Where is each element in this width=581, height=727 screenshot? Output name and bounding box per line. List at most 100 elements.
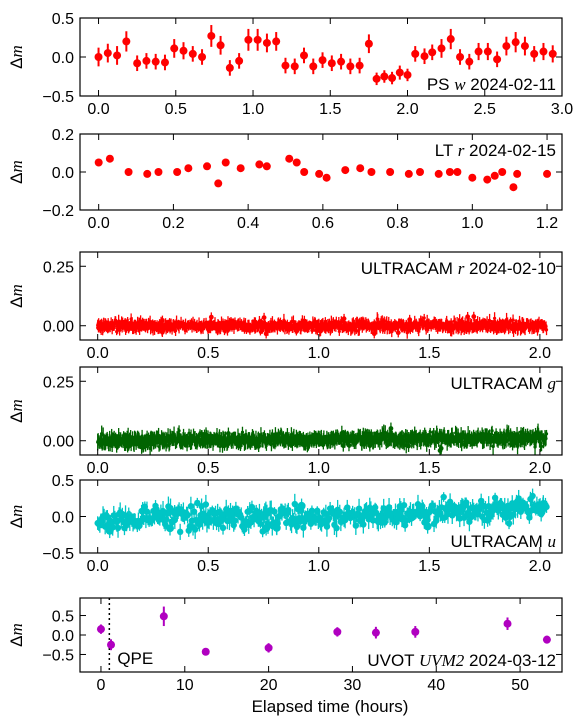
data-point — [416, 168, 425, 176]
y-axis-label: Δm — [7, 160, 26, 184]
dense-data-series — [96, 311, 549, 339]
data-point — [498, 168, 507, 176]
marker — [483, 175, 492, 184]
marker — [207, 31, 216, 40]
data-point — [471, 311, 477, 322]
data-point — [465, 53, 474, 70]
panels: 0.0 0.5 1.0 1.5 2.0 2.5 3.0 −0.5 0.0 0.5 Δm PS w 20… — [7, 11, 573, 694]
marker — [159, 329, 165, 335]
marker — [103, 49, 112, 58]
x-tick-label: 0.5 — [165, 101, 187, 118]
data-point — [277, 322, 283, 332]
marker — [520, 42, 529, 51]
marker — [285, 154, 294, 163]
data-point — [225, 60, 234, 76]
data-point — [154, 168, 163, 176]
data-point — [367, 168, 376, 176]
marker — [355, 61, 364, 70]
marker — [277, 324, 283, 330]
data-point — [548, 45, 557, 63]
marker — [225, 63, 234, 72]
y-tick-label: 0.00 — [43, 319, 74, 336]
data-point — [434, 169, 443, 178]
marker — [465, 314, 471, 320]
marker — [463, 328, 467, 332]
marker — [278, 440, 283, 444]
marker — [445, 168, 454, 176]
data-point — [122, 31, 131, 52]
marker — [380, 72, 389, 81]
data-point — [446, 28, 455, 50]
data-point — [184, 164, 193, 173]
marker — [502, 42, 511, 51]
dense-data-series — [96, 422, 549, 455]
marker — [188, 49, 197, 58]
data-point — [173, 168, 182, 176]
data-point — [133, 55, 142, 72]
marker — [407, 317, 413, 322]
x-tick-label: 2.5 — [474, 101, 496, 118]
marker — [346, 62, 355, 71]
marker — [428, 48, 437, 57]
marker — [184, 164, 193, 173]
marker — [511, 38, 520, 47]
data-point — [364, 34, 373, 54]
data-point — [159, 327, 165, 338]
x-tick-label: 3.0 — [551, 101, 573, 118]
data-point — [411, 46, 420, 62]
data-point — [244, 28, 253, 51]
data-point — [407, 314, 413, 325]
panel-label: PS w 2024-02-11 — [427, 75, 556, 94]
marker — [465, 57, 474, 66]
data-point — [355, 57, 364, 74]
x-tick-label: 0.5 — [197, 345, 219, 362]
data-point — [170, 39, 179, 58]
y-axis-label: Δm — [7, 284, 26, 308]
data-point — [428, 44, 437, 61]
data-point — [509, 183, 518, 192]
data-point — [160, 315, 165, 326]
data-point — [407, 324, 413, 335]
x-tick-label: 0.2 — [162, 215, 184, 232]
y-axis-label: Δm — [7, 45, 26, 69]
data-point — [474, 42, 483, 61]
data-point — [262, 33, 271, 53]
data-point — [511, 314, 515, 326]
marker — [289, 432, 294, 437]
data-point — [105, 154, 114, 163]
marker — [511, 318, 515, 322]
data-point — [337, 53, 346, 70]
data-point — [513, 169, 522, 178]
marker — [539, 47, 548, 56]
data-point — [341, 166, 350, 175]
data-point — [493, 51, 502, 68]
marker — [261, 315, 267, 321]
marker — [208, 314, 214, 320]
data-point — [445, 168, 454, 176]
marker — [263, 331, 269, 337]
data-point — [214, 179, 223, 188]
marker — [160, 317, 165, 323]
marker — [300, 51, 309, 60]
data-point — [404, 169, 413, 178]
data-point — [198, 49, 207, 65]
marker — [255, 160, 264, 169]
data-point — [356, 164, 365, 173]
data-point — [236, 164, 245, 173]
data-point — [456, 49, 465, 65]
marker — [388, 74, 397, 83]
marker — [543, 169, 552, 178]
y-tick-label: 0.0 — [52, 165, 74, 182]
data-point — [203, 162, 212, 171]
marker — [235, 56, 244, 65]
marker — [124, 168, 133, 176]
data-point — [386, 168, 395, 176]
marker — [422, 316, 426, 320]
data-point — [290, 58, 299, 75]
marker — [356, 164, 365, 173]
marker — [290, 62, 299, 71]
panel-1: 0.0 0.5 1.0 1.5 2.0 2.5 3.0 −0.5 0.0 0.5 Δm PS w 20… — [7, 11, 573, 118]
marker — [94, 158, 103, 167]
